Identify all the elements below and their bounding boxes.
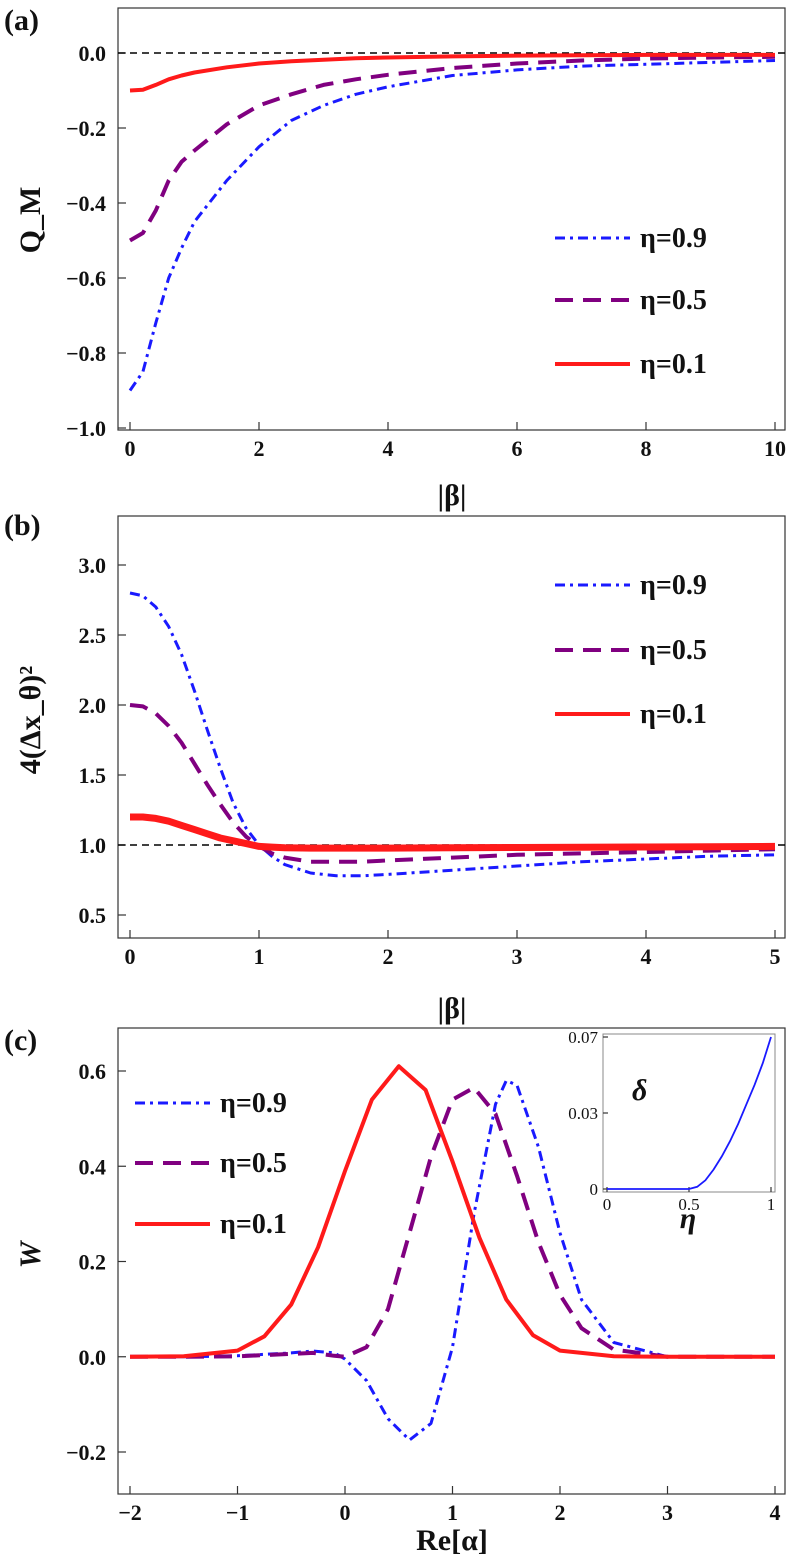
legend-c-eta09: η=0.9 <box>220 1088 287 1119</box>
panel-c: (c) −2 −1 0 1 2 3 4 0.6 0.4 0.2 0.0 −0.2 Re[α] W η=… <box>4 1024 786 1554</box>
panel-b-series <box>118 591 785 878</box>
x-tick-label: 8 <box>641 436 652 461</box>
panel-a-xlabel: |β| <box>437 479 466 512</box>
panel-c-label: (c) <box>4 1024 37 1057</box>
panel-a-series <box>118 52 785 392</box>
inset-xlabel: η <box>680 1202 696 1235</box>
x-tick-label: 4 <box>770 1500 781 1525</box>
panel-b-ticks: 0 1 2 3 4 5 3.0 2.5 2.0 1.5 1.0 0.5 <box>79 553 781 969</box>
panel-c-xlabel: Re[α] <box>416 1524 488 1554</box>
series-line-eta05 <box>128 54 776 243</box>
x-tick-label: 6 <box>512 436 523 461</box>
inset-series <box>607 1036 772 1190</box>
y-tick-label: 0.6 <box>79 1059 107 1084</box>
x-tick-label: 1 <box>254 944 265 969</box>
legend-c-eta01: η=0.1 <box>220 1209 287 1240</box>
inset-frame <box>602 1033 776 1193</box>
y-tick-label: 0.4 <box>79 1154 107 1179</box>
y-tick-label: −0.6 <box>66 266 106 291</box>
panel-b-legend: η=0.9 η=0.5 η=0.1 <box>555 570 707 730</box>
y-tick-label: 0.5 <box>79 903 107 928</box>
series-line-eta05 <box>130 1085 775 1359</box>
y-tick-label: 0.2 <box>79 1250 107 1275</box>
y-tick-label: 1.0 <box>79 833 107 858</box>
legend-c-eta05: η=0.5 <box>220 1148 287 1179</box>
series-line-eta01 <box>130 813 776 852</box>
y-tick-label: −0.8 <box>66 341 106 366</box>
legend-b-eta09: η=0.9 <box>640 570 707 601</box>
x-tick-label: 4 <box>641 944 652 969</box>
panel-a: (a) 0 2 4 6 8 10 0.0 −0.2 −0.4 −0.6 −0.8 −1.0 |β| Q… <box>4 4 786 512</box>
series-line-eta01 <box>129 1064 775 1359</box>
x-tick-label: 2 <box>555 1500 566 1525</box>
y-tick-label: 0.0 <box>79 41 107 66</box>
inset-ticks: 0 0.5 1 0.07 0.03 0 <box>568 1028 775 1214</box>
y-tick-label: 3.0 <box>79 553 107 578</box>
panel-a-ylabel: Q_M <box>14 187 47 254</box>
x-tick-label: 0 <box>125 436 136 461</box>
inset-y-tick-label: 0.07 <box>568 1028 598 1047</box>
y-tick-label: −0.2 <box>66 116 106 141</box>
legend-a-eta01: η=0.1 <box>640 349 707 380</box>
x-tick-label: 2 <box>254 436 265 461</box>
x-tick-label: −2 <box>118 1500 142 1525</box>
panel-b-xlabel: |β| <box>437 992 466 1025</box>
x-tick-label: 3 <box>512 944 523 969</box>
x-tick-label: −1 <box>226 1500 250 1525</box>
x-tick-label: 4 <box>383 436 394 461</box>
y-tick-label: −0.2 <box>66 1440 106 1465</box>
x-tick-label: 10 <box>764 436 786 461</box>
series-line-eta09 <box>128 59 776 392</box>
series-line-eta09 <box>129 591 776 878</box>
y-tick-label: 1.5 <box>79 763 107 788</box>
panel-c-ylabel: W <box>14 1239 47 1268</box>
panel-b-ylabel: 4(Δx_θ)² <box>14 666 47 774</box>
inset-ylabel: δ <box>632 1074 647 1107</box>
panel-a-legend: η=0.9 η=0.5 η=0.1 <box>555 223 707 380</box>
x-tick-label: 2 <box>383 944 394 969</box>
panel-a-label: (a) <box>4 4 39 37</box>
panel-c-legend: η=0.9 η=0.5 η=0.1 <box>135 1088 287 1240</box>
x-tick-label: 1 <box>447 1500 458 1525</box>
inset-x-tick-label: 0 <box>603 1195 612 1214</box>
x-tick-label: 5 <box>770 944 781 969</box>
panel-c-ticks: −2 −1 0 1 2 3 4 0.6 0.4 0.2 0.0 −0.2 <box>66 1059 781 1525</box>
inset-plot: 0 0.5 1 0.07 0.03 0 δ η <box>568 1028 776 1235</box>
panel-a-ticks: 0 2 4 6 8 10 0.0 −0.2 −0.4 −0.6 −0.8 −1.0 <box>66 41 786 461</box>
x-tick-label: 0 <box>125 944 136 969</box>
legend-b-eta01: η=0.1 <box>640 699 707 730</box>
y-tick-label: −1.0 <box>66 416 106 441</box>
legend-a-eta05: η=0.5 <box>640 285 707 316</box>
y-tick-label: 0.0 <box>79 1345 107 1370</box>
legend-a-eta09: η=0.9 <box>640 223 707 254</box>
inset-series-line <box>607 1036 772 1190</box>
panel-a-frame <box>117 7 786 431</box>
x-tick-label: 0 <box>340 1500 351 1525</box>
y-tick-label: −0.4 <box>66 191 106 216</box>
panel-b-frame <box>117 515 786 939</box>
inset-x-tick-label: 1 <box>767 1195 776 1214</box>
series-line-eta05 <box>129 703 776 864</box>
series-line-eta01 <box>129 52 775 93</box>
panel-b-label: (b) <box>4 509 41 542</box>
y-tick-label: 2.0 <box>79 693 107 718</box>
panel-b: (b) 0 1 2 3 4 5 3.0 2.5 2.0 1.5 1.0 0.5 |β| 4(Δx_θ)… <box>4 509 786 1025</box>
panel-c-series <box>129 1064 775 1442</box>
inset-x-tick-label: 0.5 <box>678 1195 699 1214</box>
x-tick-label: 3 <box>662 1500 673 1525</box>
inset-y-tick-label: 0.03 <box>568 1104 598 1123</box>
y-tick-label: 2.5 <box>79 623 107 648</box>
legend-b-eta05: η=0.5 <box>640 635 707 666</box>
inset-y-tick-label: 0 <box>590 1180 599 1199</box>
